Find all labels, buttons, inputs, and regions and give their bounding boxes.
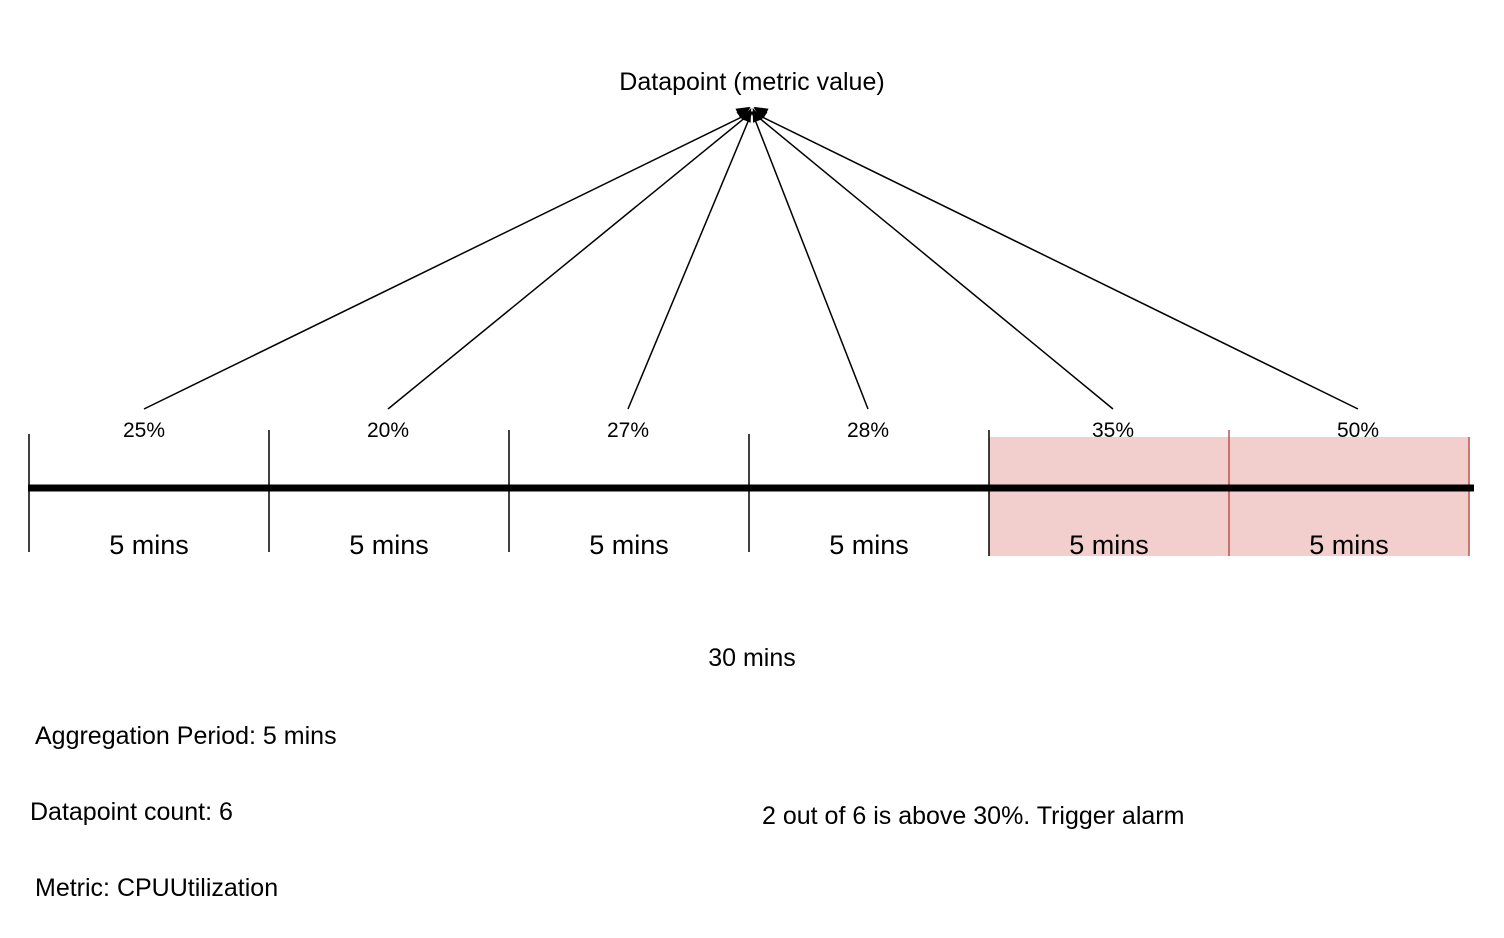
datapoint-value-6: 50% <box>1336 419 1380 442</box>
datapoint-value-1: 25% <box>122 419 166 442</box>
segment-duration-2: 5 mins <box>349 530 429 560</box>
datapoint-value-2: 20% <box>366 419 410 442</box>
arrowhead-6 <box>753 106 769 118</box>
datapoint-count-text: Datapoint count: 6 <box>30 798 233 826</box>
arrow-1 <box>143 111 753 410</box>
highlight-segment-5 <box>989 437 1229 556</box>
datapoint-value-5: 35% <box>1091 419 1135 442</box>
datapoint-value-4: 28% <box>846 419 890 442</box>
arrow-4 <box>751 111 869 410</box>
total-duration-label: 30 mins <box>708 644 796 672</box>
alarm-result-text: 2 out of 6 is above 30%. Trigger alarm <box>762 802 1185 830</box>
arrowhead-2 <box>736 107 751 121</box>
segment-duration-5: 5 mins <box>1069 530 1149 560</box>
arrow-2 <box>387 111 753 410</box>
segment-duration-1: 5 mins <box>109 530 189 560</box>
arrow-3 <box>627 111 753 410</box>
arrow-6 <box>751 111 1359 410</box>
arrowhead-cluster <box>735 106 769 123</box>
arrowhead-3 <box>741 107 752 123</box>
aggregation-period-text: Aggregation Period: 5 mins <box>35 722 337 750</box>
datapoint-value-3: 27% <box>606 419 650 442</box>
segment-duration-6: 5 mins <box>1309 530 1389 560</box>
metric-name-text: Metric: CPUUtilization <box>35 874 279 902</box>
segment-duration-4: 5 mins <box>829 530 909 560</box>
datapoint-title: Datapoint (metric value) <box>619 68 885 96</box>
arrowhead-4 <box>752 107 763 123</box>
segment-duration-3: 5 mins <box>589 530 669 560</box>
highlight-segment-6 <box>1229 437 1469 556</box>
above-threshold-highlights <box>989 437 1469 556</box>
arrow-5 <box>751 111 1114 410</box>
datapoint-arrows <box>143 111 1359 410</box>
